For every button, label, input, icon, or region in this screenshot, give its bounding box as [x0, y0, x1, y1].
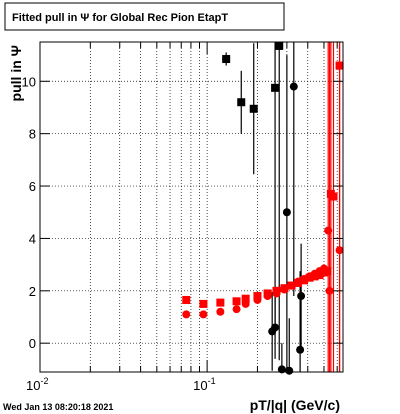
data-point-circle	[294, 277, 303, 286]
x-tick-label: 10-2	[26, 376, 48, 393]
timestamp: Wed Jan 13 08:20:18 2021	[3, 402, 113, 412]
x-tick-label-base: 10	[193, 378, 207, 393]
data-point-circle	[280, 285, 289, 294]
x-tick-label-exponent: -1	[208, 376, 216, 386]
data-point-circle	[319, 264, 328, 273]
data-point-square	[216, 298, 225, 307]
data-markers	[182, 41, 344, 375]
data-point-circle	[325, 286, 334, 295]
y-tick-label: 10	[22, 74, 36, 89]
data-point-square	[271, 83, 280, 92]
data-point-circle	[282, 208, 291, 217]
data-point-square	[222, 55, 231, 64]
x-tick-label-base: 10	[26, 378, 40, 393]
data-point-circle	[324, 226, 333, 235]
data-point-square	[237, 98, 246, 107]
data-point-circle	[216, 307, 225, 316]
data-point-circle	[241, 299, 250, 308]
data-point-square	[249, 104, 258, 113]
plot-frame	[39, 41, 344, 373]
data-point-circle	[289, 82, 298, 91]
data-point-square	[182, 295, 191, 304]
data-point-circle	[297, 292, 306, 301]
data-point-circle	[335, 246, 344, 255]
x-tick-label-exponent: -2	[40, 376, 48, 386]
y-tick-label: 6	[29, 179, 36, 194]
data-point-square	[241, 294, 250, 303]
data-point-circle	[277, 365, 286, 374]
chart-title: Fitted pull in Ψ for Global Rec Pion Eta…	[12, 12, 228, 24]
data-point-circle	[253, 295, 262, 304]
data-point-square	[335, 61, 344, 70]
data-point-square	[329, 192, 338, 201]
axis-ticks	[39, 42, 343, 372]
data-point-circle	[287, 281, 296, 290]
data-point-circle	[272, 289, 281, 298]
data-point-square	[275, 41, 284, 50]
y-tick-label: 0	[29, 336, 36, 351]
data-point-square	[232, 297, 241, 306]
data-point-circle	[182, 310, 191, 319]
data-point-circle	[232, 305, 241, 314]
y-tick-label: 8	[29, 127, 36, 142]
x-tick-label: 10-1	[193, 376, 215, 393]
data-point-circle	[263, 292, 272, 301]
grid	[39, 42, 343, 372]
y-axis-label: pull in Ψ	[8, 45, 24, 101]
data-point-circle	[271, 323, 280, 332]
data-point-square	[199, 299, 208, 308]
data-point-circle	[199, 310, 208, 319]
y-tick-label: 2	[29, 284, 36, 299]
x-axis-label: pT/|q| (GeV/c)	[250, 397, 340, 413]
title-box: Fitted pull in Ψ for Global Rec Pion Eta…	[4, 2, 285, 31]
data-point-circle	[296, 345, 305, 354]
y-tick-label: 4	[29, 231, 36, 246]
